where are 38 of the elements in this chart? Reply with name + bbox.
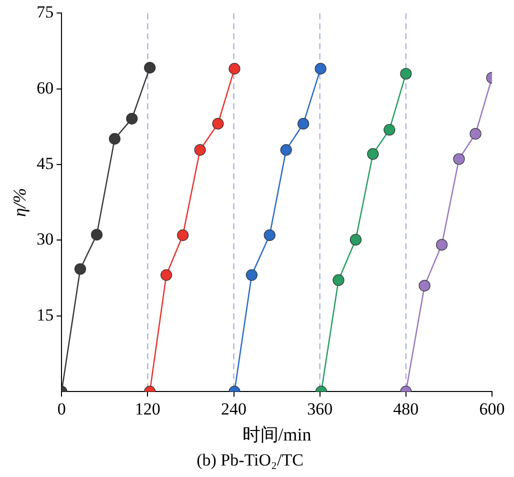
point <box>246 269 258 281</box>
x-axis-title: 时间/min <box>242 424 312 445</box>
point <box>332 274 344 286</box>
point <box>384 124 396 136</box>
y-tick-label: 45 <box>36 154 54 174</box>
x-tick-label: 480 <box>393 399 419 418</box>
point <box>470 128 482 140</box>
point <box>74 263 86 275</box>
point <box>108 133 120 145</box>
x-tick-label: 0 <box>57 399 66 418</box>
y-tick-label: 30 <box>36 230 54 249</box>
point <box>90 228 103 240</box>
point <box>177 229 189 241</box>
point <box>212 118 224 130</box>
y-axis-title: η/% <box>10 188 30 217</box>
point <box>418 280 430 292</box>
y-tick-label: 75 <box>36 2 54 22</box>
point <box>228 62 240 74</box>
point <box>400 68 412 80</box>
point <box>194 144 206 156</box>
point <box>350 234 362 246</box>
text: (b) Pb-TiO₂/TC <box>196 450 304 470</box>
point <box>264 229 276 241</box>
point <box>298 118 310 130</box>
x-tick-label: 120 <box>134 399 160 418</box>
x-tick-label: 240 <box>221 399 247 418</box>
x-tick-label: 600 <box>479 399 505 418</box>
point <box>436 238 448 251</box>
x-tick-label: 360 <box>307 399 333 418</box>
y-tick-label: 15 <box>36 305 54 324</box>
y-tick-label: 60 <box>36 78 54 98</box>
point <box>160 269 172 281</box>
point <box>367 148 379 160</box>
point <box>126 112 138 124</box>
point <box>280 144 292 156</box>
point <box>453 153 465 165</box>
point <box>144 62 156 74</box>
point <box>314 62 326 74</box>
